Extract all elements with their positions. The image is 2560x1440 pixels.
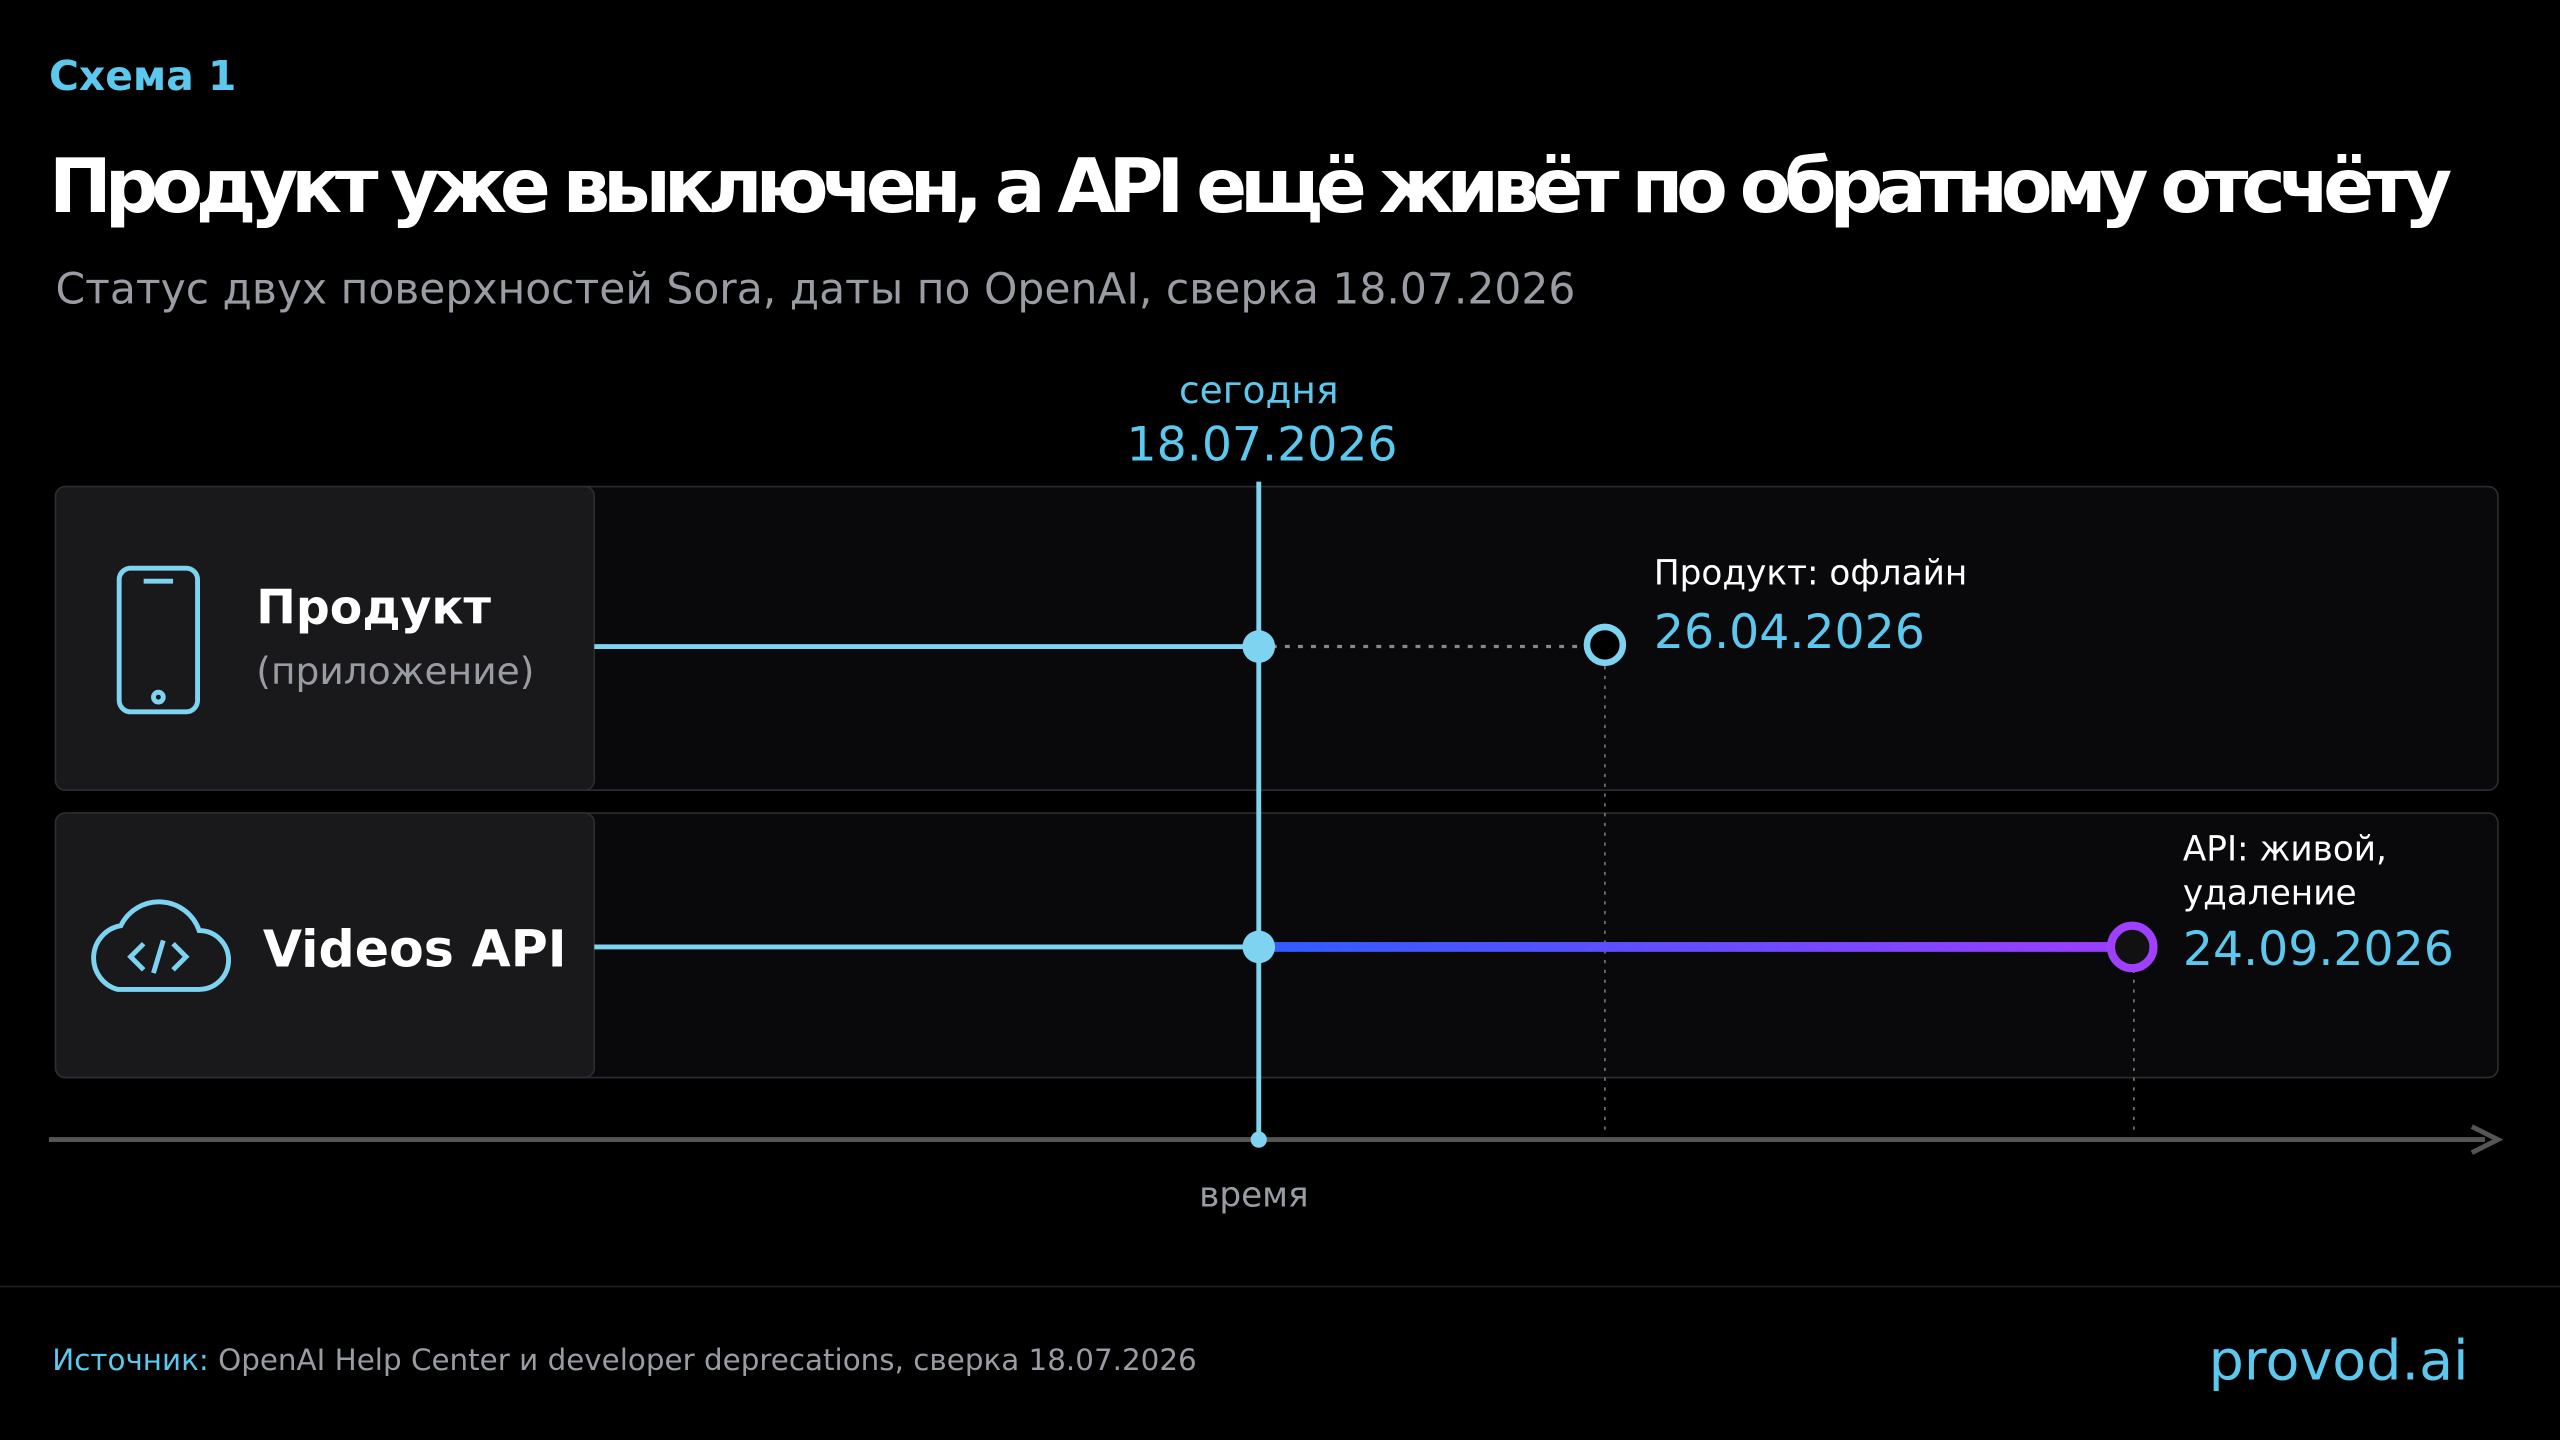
source-text: OpenAI Help Center и developer deprecati…	[218, 1343, 1197, 1377]
row-title: Продукт	[256, 581, 491, 636]
row-subtitle: (приложение)	[256, 649, 534, 693]
event-label: Продукт: офлайн	[1654, 553, 1967, 593]
brand: provod.ai	[2209, 1329, 2469, 1394]
source-label: Источник:	[52, 1343, 208, 1377]
today-dot	[1242, 630, 1276, 663]
event-date: 26.04.2026	[1654, 605, 1925, 660]
title: Продукт уже выключен, а API ещё живёт по…	[49, 142, 2452, 230]
subtitle: Статус двух поверхностей Sora, даты по O…	[56, 266, 1576, 315]
axis-arrow	[2470, 1124, 2504, 1155]
today-dot	[1250, 1131, 1267, 1148]
api-event-dot	[2106, 921, 2158, 973]
scheme-label: Схема 1	[49, 52, 236, 100]
axis-label: время	[1199, 1176, 1309, 1216]
phone-icon	[116, 565, 200, 715]
event-label: API: живой,	[2183, 829, 2387, 869]
cloud-icon	[91, 899, 231, 992]
row-card	[54, 485, 596, 792]
row-title: Videos API	[263, 920, 567, 979]
today-dot	[1242, 930, 1276, 964]
today-label: сегодня	[1179, 368, 1339, 412]
today-date: 18.07.2026	[1127, 417, 1398, 472]
product-event-dot	[1583, 623, 1627, 667]
event-date: 24.09.2026	[2183, 922, 2454, 977]
api-countdown	[1258, 942, 2116, 952]
event-label: удаление	[2183, 873, 2357, 913]
source: Источник: OpenAI Help Center и developer…	[52, 1343, 1196, 1377]
